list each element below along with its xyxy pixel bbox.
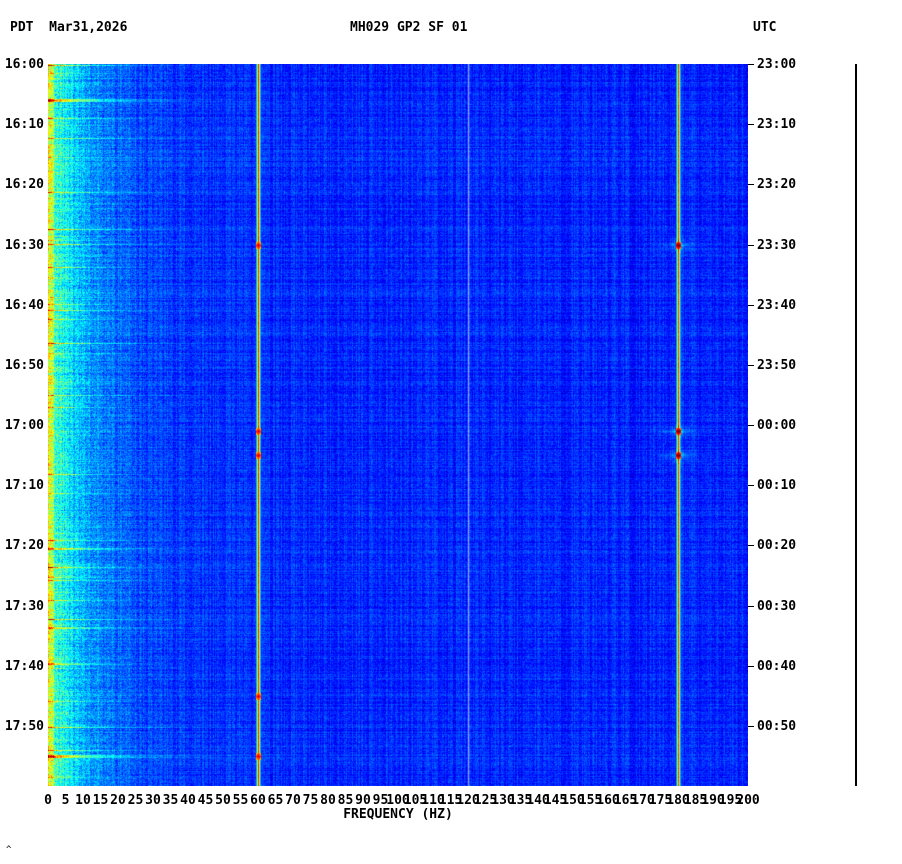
freq-tick-label: 100 (386, 793, 410, 808)
right-axis-tick-mark (748, 425, 754, 426)
spectrogram-canvas (48, 64, 748, 786)
freq-tick-label: 125 (473, 793, 498, 808)
right-time-tick-label: 23:30 (757, 237, 797, 253)
freq-tick-label: 110 (421, 793, 445, 808)
right-axis-tick-mark (748, 485, 754, 487)
right-time-tick-label: 00:00 (757, 418, 797, 433)
freq-tick-label: 40 (180, 793, 196, 808)
left-time-tick-label: 17:30 (4, 598, 44, 614)
right-time-tick-label: 23:20 (757, 177, 797, 193)
freq-tick-label: 70 (285, 793, 301, 808)
right-time-tick-label: 00:40 (757, 658, 797, 674)
corner-mark: ^ (6, 845, 12, 855)
right-axis-tick-mark (748, 665, 754, 667)
right-time-tick-label: 00:10 (757, 478, 797, 494)
freq-tick-label: 25 (127, 793, 144, 808)
left-time-tick-label: 17:50 (4, 718, 44, 734)
freq-tick-label: 115 (438, 793, 463, 808)
freq-tick-label: 20 (110, 793, 126, 808)
right-time-tick-label: 00:30 (757, 598, 797, 614)
freq-tick-label: 35 (162, 793, 179, 808)
right-time-tick-label: 23:50 (757, 357, 797, 373)
left-time-tick-label: 17:00 (4, 418, 44, 433)
freq-tick-label: 185 (683, 793, 708, 808)
freq-tick-label: 155 (578, 793, 603, 808)
right-time-tick-label: 23:10 (757, 117, 797, 133)
freq-tick-label: 50 (215, 793, 231, 808)
freq-tick-label: 80 (320, 793, 336, 808)
freq-tick-label: 170 (631, 793, 655, 808)
right-axis-tick-mark (748, 605, 754, 607)
freq-tick-label: 150 (561, 793, 585, 808)
right-time-tick-label: 00:20 (757, 538, 797, 554)
right-axis-tick-mark (748, 725, 754, 727)
freq-tick-label: 120 (456, 793, 480, 808)
freq-tick-label: 15 (92, 793, 109, 808)
freq-tick-label: 55 (232, 793, 249, 808)
freq-tick-label: 140 (526, 793, 550, 808)
right-axis-tick-mark (748, 64, 754, 65)
freq-tick-label: 10 (75, 793, 91, 808)
left-time-tick-label: 16:30 (4, 237, 44, 253)
left-time-tick-label: 17:10 (4, 478, 44, 494)
left-time-tick-label: 17:20 (4, 538, 44, 554)
left-time-tick-label: 16:00 (4, 57, 44, 72)
freq-tick-label: 65 (267, 793, 284, 808)
left-time-tick-label: 16:50 (4, 357, 44, 373)
right-axis-tick-mark (748, 124, 754, 126)
x-axis-title: FREQUENCY (HZ) (343, 807, 453, 822)
right-axis-tick-mark (748, 545, 754, 547)
freq-tick-label: 160 (596, 793, 620, 808)
right-time-tick-label: 23:40 (757, 297, 797, 313)
freq-tick-label: 180 (666, 793, 690, 808)
right-axis-tick-mark (748, 244, 754, 246)
freq-tick-label: 195 (718, 793, 743, 808)
left-time-tick-label: 16:40 (4, 297, 44, 313)
freq-tick-label: 75 (302, 793, 319, 808)
freq-tick-label: 5 (61, 793, 70, 808)
freq-tick-label: 175 (648, 793, 673, 808)
freq-tick-label: 85 (337, 793, 354, 808)
left-time-tick-label: 17:40 (4, 658, 44, 674)
right-time-tick-label: 00:50 (757, 718, 797, 734)
left-time-tick-label: 16:10 (4, 117, 44, 133)
right-axis-tick-mark (748, 364, 754, 366)
left-time-tick-label: 16:20 (4, 177, 44, 193)
freq-tick-label: 30 (145, 793, 161, 808)
freq-tick-label: 105 (403, 793, 428, 808)
right-axis-tick-mark (748, 304, 754, 306)
freq-tick-label: 45 (197, 793, 214, 808)
freq-tick-label: 95 (372, 793, 389, 808)
freq-tick-label: 135 (508, 793, 533, 808)
freq-tick-label: 130 (491, 793, 515, 808)
freq-tick-label: 60 (250, 793, 266, 808)
freq-tick-label: 190 (701, 793, 725, 808)
right-axis-tick-mark (748, 184, 754, 186)
amplitude-scale-bar (855, 64, 857, 786)
timezone-left-and-date-label: PDT Mar31,2026 (10, 20, 128, 35)
station-title: MH029 GP2 SF 01 (350, 20, 468, 35)
freq-tick-label: 145 (543, 793, 568, 808)
freq-tick-label: 0 (44, 793, 52, 808)
right-time-tick-label: 23:00 (757, 57, 797, 72)
freq-tick-label: 200 (736, 793, 760, 808)
freq-tick-label: 165 (613, 793, 638, 808)
timezone-right-label: UTC (753, 20, 777, 35)
freq-tick-label: 90 (355, 793, 371, 808)
